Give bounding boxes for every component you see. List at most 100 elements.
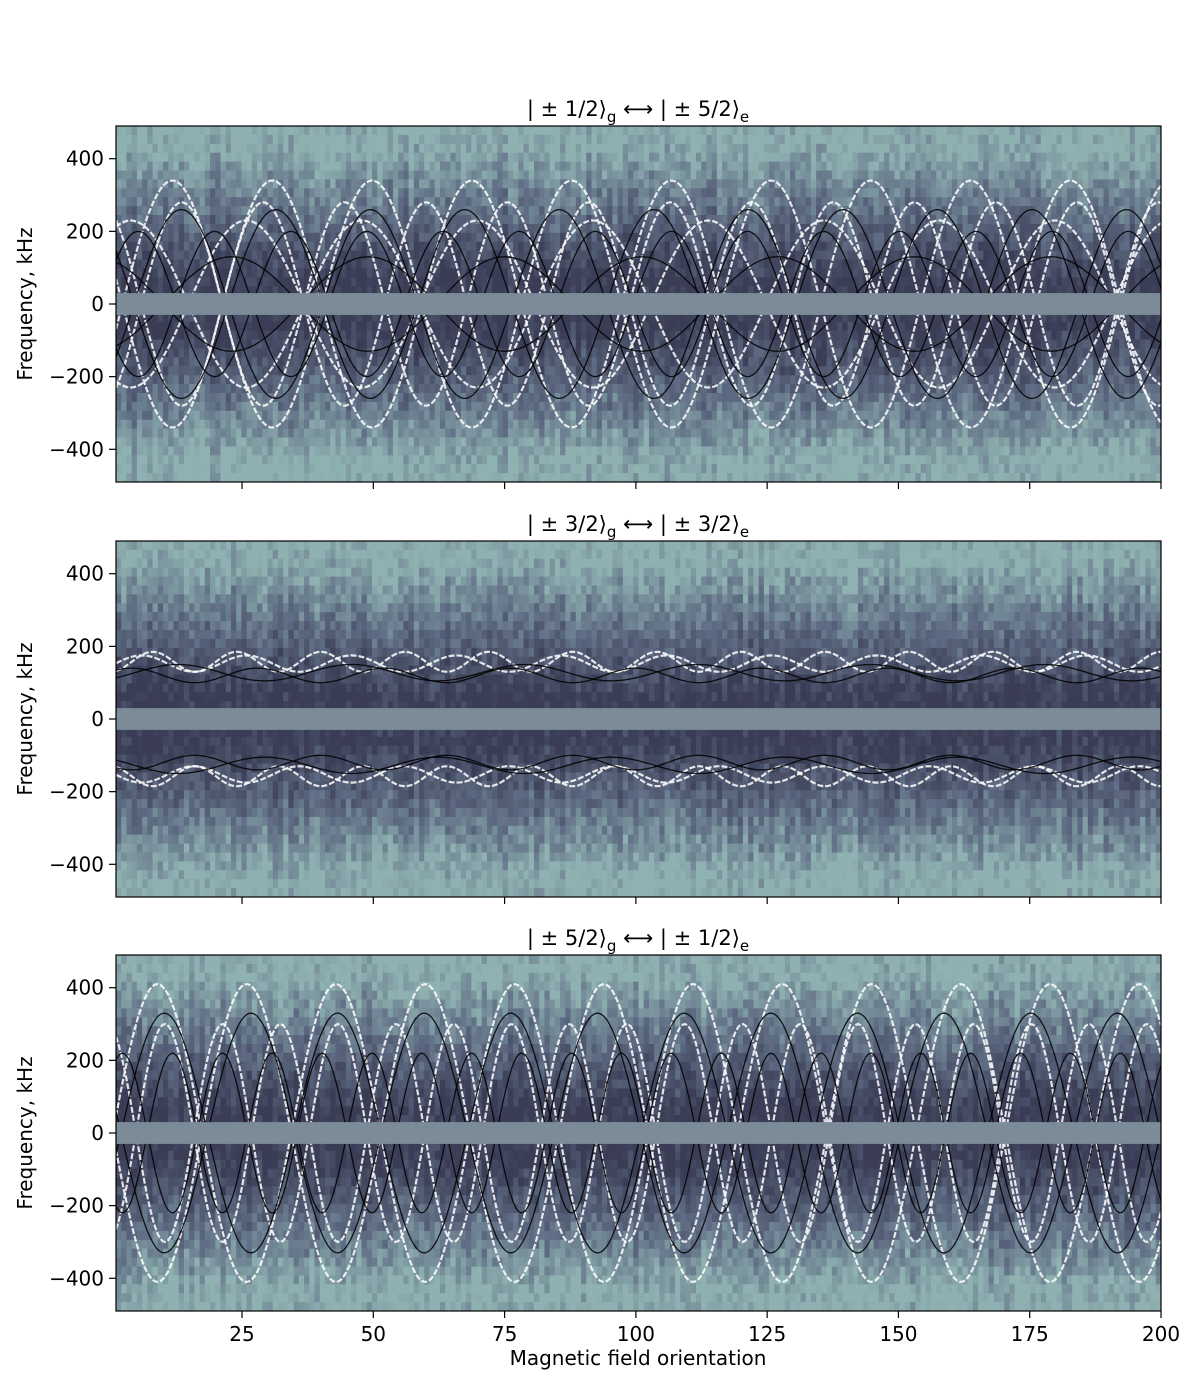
heatmap-cell [539, 375, 546, 385]
heatmap-cell [147, 197, 154, 207]
heatmap-cell [147, 179, 154, 189]
heatmap-cell [267, 464, 274, 474]
heatmap-cell [277, 268, 284, 278]
heatmap-cell [168, 455, 175, 465]
heatmap-cell [675, 348, 681, 358]
heatmap-cell [335, 410, 342, 421]
heatmap-cell [753, 152, 760, 163]
heatmap-cell [220, 215, 227, 225]
heatmap-cell [617, 215, 624, 225]
heatmap-cell [251, 446, 258, 456]
heatmap-cell [351, 250, 357, 261]
heatmap-cell [497, 277, 504, 287]
heatmap-cell [455, 348, 462, 358]
heatmap-cell [570, 277, 577, 287]
heatmap-cell [497, 410, 504, 421]
heatmap-cell [351, 206, 357, 216]
heatmap-cell [293, 170, 300, 180]
heatmap-cell [272, 437, 279, 447]
heatmap-cell [309, 143, 316, 154]
heatmap-cell [340, 384, 347, 394]
heatmap-cell [617, 134, 624, 145]
heatmap-cell [664, 437, 671, 447]
heatmap-cell [257, 473, 263, 482]
heatmap-cell [617, 250, 624, 261]
heatmap-cell [325, 143, 331, 154]
heatmap-cell [424, 446, 431, 456]
heatmap-cell [534, 446, 540, 456]
heatmap-cell [382, 215, 389, 225]
heatmap-cell [325, 393, 331, 403]
heatmap-cell [711, 428, 718, 439]
heatmap-cell [163, 143, 169, 154]
heatmap-cell [622, 384, 629, 394]
heatmap-cell [366, 321, 373, 332]
heatmap-cell [398, 357, 404, 367]
heatmap-cell [236, 286, 242, 296]
heatmap-cell [257, 339, 263, 350]
heatmap-cell [298, 437, 305, 447]
heatmap-cell [513, 188, 519, 198]
heatmap-cell [293, 152, 300, 163]
heatmap-cell [690, 143, 697, 154]
heatmap-cell [136, 357, 143, 367]
heatmap-cell [136, 446, 143, 456]
heatmap-cell [419, 455, 425, 465]
heatmap-cell [131, 143, 138, 154]
heatmap-cell [743, 197, 749, 207]
heatmap-cell [220, 250, 227, 261]
heatmap-cell [460, 419, 467, 430]
heatmap-cell [685, 241, 692, 252]
heatmap-cell [570, 339, 577, 350]
heatmap-cell [178, 161, 185, 172]
heatmap-cell [178, 215, 185, 225]
heatmap-cell [429, 161, 436, 172]
heatmap-cell [210, 437, 216, 447]
heatmap-cell [633, 179, 640, 189]
heatmap-cell [486, 286, 493, 296]
heatmap-cell [366, 437, 373, 447]
heatmap-cell [732, 473, 739, 482]
heatmap-cell [277, 384, 284, 394]
heatmap-cell [183, 215, 190, 225]
heatmap-cell [189, 473, 195, 482]
heatmap-cell [126, 170, 133, 180]
heatmap-cell [398, 375, 404, 385]
heatmap-cell [398, 143, 404, 154]
heatmap-cell [534, 384, 540, 394]
heatmap-cell [492, 410, 499, 421]
heatmap-cell [210, 384, 216, 394]
heatmap-cell [534, 419, 540, 430]
heatmap-cell [690, 348, 697, 358]
heatmap-cell [492, 446, 499, 456]
heatmap-cell [554, 286, 561, 296]
heatmap-cell [309, 419, 316, 430]
heatmap-cell [758, 179, 765, 189]
heatmap-cell [413, 410, 420, 421]
heatmap-cell [372, 126, 378, 136]
heatmap-cell [225, 188, 232, 198]
heatmap-cell [518, 188, 525, 198]
heatmap-cell [199, 348, 206, 358]
heatmap-cell [157, 170, 164, 180]
heatmap-cell [419, 375, 425, 385]
heatmap-cell [183, 143, 190, 154]
heatmap-cell [633, 348, 640, 358]
heatmap-cell [669, 312, 676, 323]
heatmap-cell [581, 339, 587, 350]
heatmap-cell [481, 188, 488, 198]
heatmap-cell [163, 126, 169, 136]
heatmap-cell [554, 206, 561, 216]
heatmap-cell [439, 134, 446, 145]
heatmap-cell [654, 410, 660, 421]
heatmap-cell [513, 375, 519, 385]
heatmap-cell [178, 134, 185, 145]
heatmap-cell [591, 428, 598, 439]
heatmap-cell [340, 152, 347, 163]
heatmap-cell [220, 152, 227, 163]
heatmap-cell [199, 161, 206, 172]
heatmap-cell [539, 206, 546, 216]
heatmap-cell [387, 215, 394, 225]
heatmap-cell [152, 197, 159, 207]
heatmap-cell [654, 161, 660, 172]
